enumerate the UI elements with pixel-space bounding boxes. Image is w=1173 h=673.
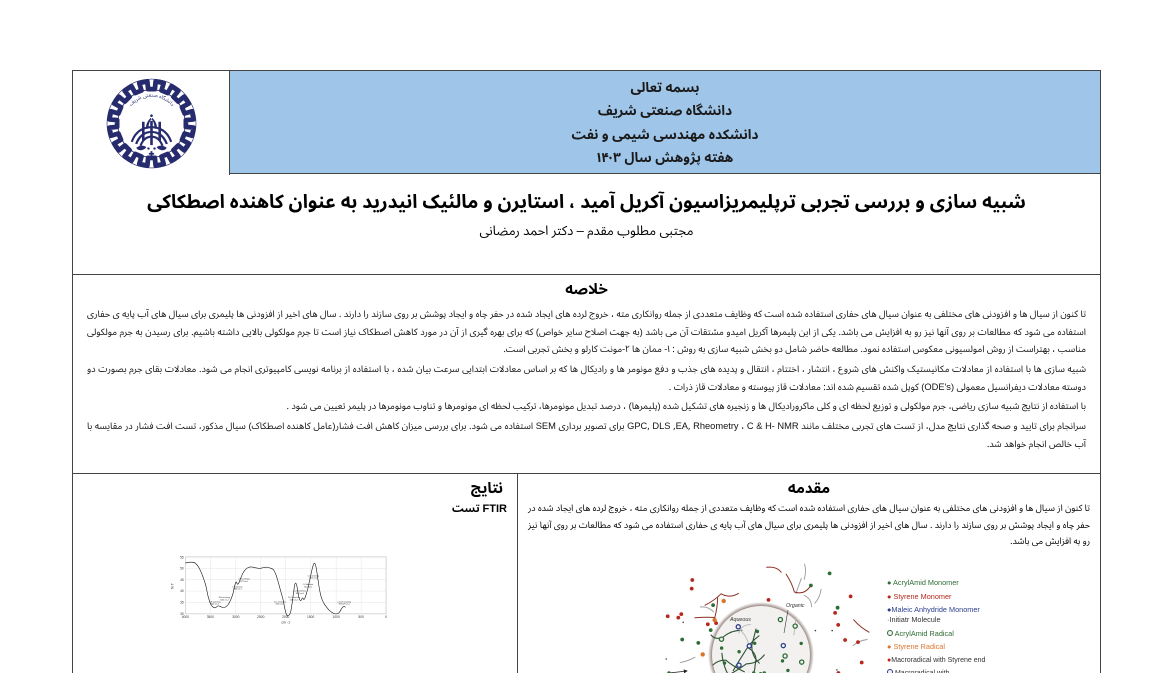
svg-text:1312 cm-1: 1312 cm-1 xyxy=(304,586,312,588)
svg-text:2000: 2000 xyxy=(282,615,289,619)
svg-text:40: 40 xyxy=(180,589,184,593)
svg-text:Organic: Organic xyxy=(786,603,805,609)
svg-text:2500: 2500 xyxy=(257,615,264,619)
svg-text:1600 cm-1: 1600 cm-1 xyxy=(296,593,304,595)
svg-text:C=C stretching: C=C stretching xyxy=(274,600,286,603)
svg-text:1500: 1500 xyxy=(307,615,314,619)
svg-text:3200 cm-1: 3200 cm-1 xyxy=(220,599,228,601)
svg-text:C-C Aromatic: C-C Aromatic xyxy=(303,583,314,586)
svg-text:% T: % T xyxy=(170,582,174,589)
svg-text:3000: 3000 xyxy=(232,615,239,619)
svg-text:500: 500 xyxy=(358,615,364,619)
svg-text:C-H vibration: C-H vibration xyxy=(232,585,242,588)
svg-text:C=O stretching: C=O stretching xyxy=(288,596,300,599)
svg-text:3400 cm-1: 3400 cm-1 xyxy=(210,604,218,606)
svg-text:N-H stretching: N-H stretching xyxy=(219,596,230,599)
svg-text:2864 cm-1: 2864 cm-1 xyxy=(233,588,241,590)
svg-text:45: 45 xyxy=(180,578,184,582)
svg-text:O-H stretching: O-H stretching xyxy=(209,600,220,603)
svg-text:C-H stretching: C-H stretching xyxy=(238,578,249,581)
svg-text:4000: 4000 xyxy=(182,615,189,619)
svg-text:50: 50 xyxy=(180,566,184,570)
svg-text:3500: 3500 xyxy=(207,615,214,619)
svg-text:1650 cm-1: 1650 cm-1 xyxy=(276,604,284,606)
svg-text:669-629 cm-1: 669-629 cm-1 xyxy=(339,604,350,606)
svg-text:1112 cm-1: 1112 cm-1 xyxy=(309,578,317,580)
svg-text:C=O stretching: C=O stretching xyxy=(294,590,306,593)
svg-text:C=C-H stretching: C=C-H stretching xyxy=(337,600,351,603)
svg-text:55: 55 xyxy=(180,556,184,560)
svg-text:Aqueous: Aqueous xyxy=(729,617,751,623)
svg-text:35: 35 xyxy=(180,601,184,605)
svg-text:1000: 1000 xyxy=(333,615,340,619)
svg-text:cm -1: cm -1 xyxy=(281,621,290,625)
svg-text:1424 cm-1: 1424 cm-1 xyxy=(290,599,298,601)
svg-text:0: 0 xyxy=(385,615,387,619)
svg-text:2977 cm-1: 2977 cm-1 xyxy=(240,581,248,583)
